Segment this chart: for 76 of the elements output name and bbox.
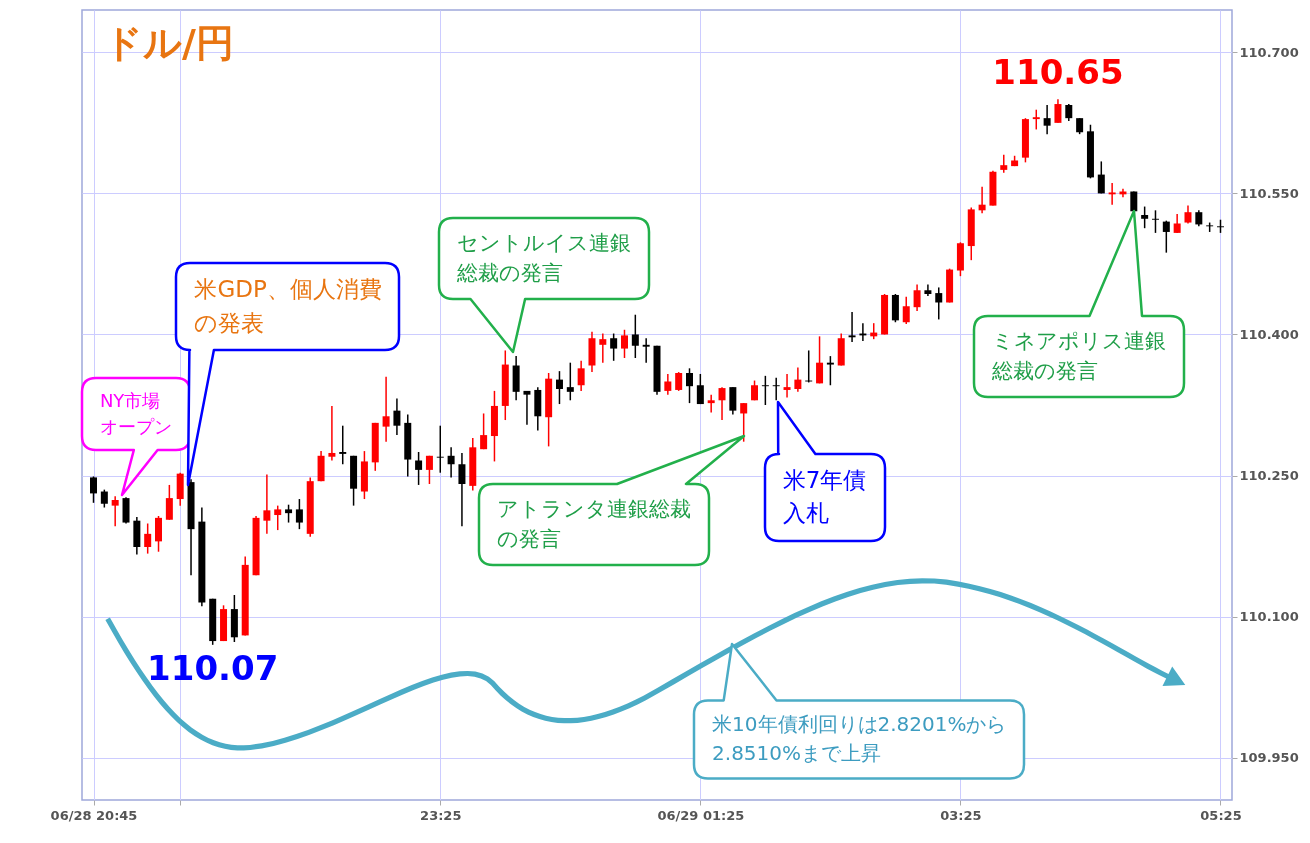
y-tick-label: 110.400 — [1239, 326, 1299, 342]
candlestick — [436, 424, 444, 474]
candlestick — [111, 495, 119, 528]
annotation: NY市場オープン — [98, 389, 173, 440]
candlestick — [274, 504, 282, 531]
candlestick — [1043, 104, 1051, 135]
candlestick — [447, 446, 455, 479]
candlestick — [1141, 205, 1149, 229]
annotation: 110.07 — [147, 647, 279, 688]
candlestick — [913, 283, 921, 312]
candlestick — [90, 475, 97, 504]
y-tick-label: 110.100 — [1239, 609, 1299, 625]
candlestick — [783, 373, 791, 399]
annotation: 110.65 — [992, 52, 1124, 93]
candlestick — [935, 286, 943, 321]
candlestick — [339, 424, 347, 465]
candlestick — [761, 375, 769, 406]
candlestick — [1097, 160, 1105, 195]
candlestick — [696, 373, 704, 405]
candlestick — [718, 386, 726, 421]
candlestick — [382, 376, 390, 443]
candlestick — [263, 473, 271, 535]
candlestick — [902, 296, 910, 325]
annotation: 米GDP、個人消費の発表 — [193, 275, 383, 338]
candlestick — [328, 405, 336, 462]
candlestick — [1032, 108, 1040, 131]
candlestick — [155, 515, 163, 553]
candlestick — [144, 522, 152, 555]
y-tick-label: 110.550 — [1239, 185, 1299, 201]
y-tick-label: 110.250 — [1239, 468, 1299, 484]
annotation: アトランタ連銀総裁の発言 — [496, 495, 693, 554]
candlestick — [816, 335, 824, 385]
candlestick — [425, 455, 433, 485]
y-tick-label: 110.700 — [1239, 44, 1299, 60]
candlestick — [675, 371, 683, 392]
candlestick — [826, 355, 834, 386]
candlestick — [707, 393, 715, 414]
candlestick — [631, 313, 639, 359]
annotation: セントルイス連銀総裁の発言 — [456, 229, 633, 287]
candlestick — [740, 402, 748, 443]
candlestick — [1108, 182, 1116, 206]
candlestick — [523, 390, 531, 426]
x-tick-label: 06/29 01:25 — [657, 807, 745, 823]
x-tick-label: 23:25 — [420, 807, 462, 823]
candlestick — [772, 376, 780, 402]
candlestick — [577, 360, 585, 392]
annotation: 米7年債入札 — [781, 466, 868, 529]
y-tick-label: 109.950 — [1239, 750, 1299, 766]
candlestick — [610, 332, 618, 362]
x-tick-label: 03:25 — [940, 807, 982, 823]
candlestick — [642, 337, 650, 364]
candlestick — [848, 311, 856, 343]
candlestick — [1162, 219, 1170, 254]
candlestick — [555, 370, 563, 405]
x-tick-label: 06/28 20:45 — [50, 807, 138, 823]
chart-title: ドル/円 — [104, 20, 234, 67]
annotation: 米10年債利回りは2.8201%から2.8510%まで上昇 — [711, 711, 1008, 767]
candlestick — [393, 397, 401, 436]
candlestick — [1054, 98, 1062, 124]
candlestick — [686, 367, 694, 404]
x-tick-label: 05:25 — [1200, 807, 1242, 823]
candlestick — [295, 498, 303, 530]
candlestick — [599, 332, 607, 364]
candlestick — [729, 386, 737, 416]
candlestick — [1173, 213, 1181, 234]
candlestick — [794, 366, 802, 393]
candlestick — [415, 451, 423, 486]
candlestick — [1151, 209, 1159, 234]
candlestick — [480, 412, 488, 450]
candlestick — [620, 329, 628, 359]
candlestick — [165, 484, 173, 521]
candlestick — [664, 373, 672, 396]
candlestick — [566, 361, 574, 402]
candlestick — [458, 452, 466, 528]
annotation: ミネアポリス連銀総裁の発言 — [991, 327, 1168, 386]
candlestick — [1000, 154, 1008, 174]
